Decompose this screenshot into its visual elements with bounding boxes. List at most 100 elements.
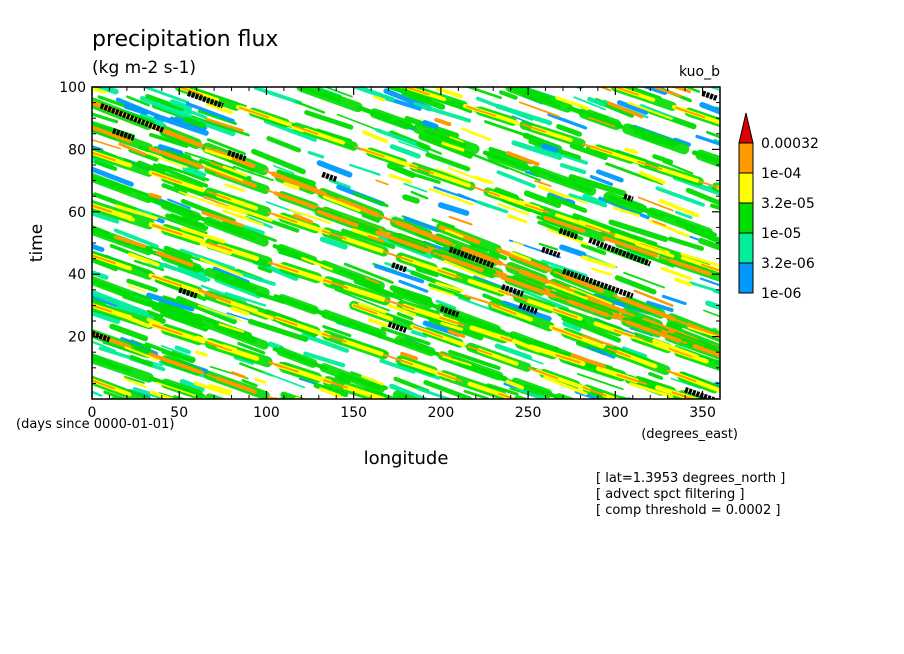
peak-marker	[92, 330, 111, 343]
precip-streak	[616, 100, 649, 115]
precip-fragment	[400, 351, 419, 361]
precip-fragment	[518, 101, 560, 118]
precip-fragment	[288, 208, 331, 225]
precip-streak	[170, 116, 207, 131]
precip-streak	[262, 371, 306, 389]
precip-fragment	[435, 281, 464, 293]
precip-streak	[487, 159, 541, 182]
precip-streak	[403, 182, 428, 193]
precip-streak	[655, 186, 705, 207]
precip-streak	[556, 124, 582, 137]
precip-fragment	[633, 289, 674, 307]
x-tick-label: 250	[515, 405, 542, 421]
precip-streak	[280, 391, 307, 399]
precip-streak	[235, 270, 276, 286]
precip-fragment	[498, 203, 530, 216]
precip-fragment	[510, 251, 532, 262]
precip-fragment	[111, 211, 135, 222]
precip-fragment	[534, 179, 552, 187]
x-axis-label: longitude	[364, 448, 449, 469]
precip-fragment	[546, 227, 589, 246]
precip-streak	[341, 228, 396, 250]
peak-marker	[227, 149, 247, 162]
x-axis-unit: (degrees_east)	[641, 427, 738, 442]
precip-fragment	[156, 381, 197, 397]
precip-fragment	[291, 126, 304, 133]
precip-streak	[623, 271, 665, 289]
precip-fragment	[301, 256, 333, 271]
precip-fragment	[435, 87, 464, 99]
precip-streak	[422, 120, 439, 130]
precip-fragment	[222, 165, 248, 177]
precip-streak	[707, 87, 720, 91]
precip-streak	[712, 290, 720, 295]
precip-streak	[251, 148, 306, 175]
precip-streak	[94, 159, 118, 171]
precip-streak	[412, 102, 472, 123]
legend-level-label: 0.00032	[761, 136, 819, 152]
precip-streak	[648, 372, 664, 380]
precip-streak	[247, 318, 309, 342]
precip-fragment	[234, 213, 250, 221]
precip-fragment	[197, 304, 243, 322]
precip-streak	[410, 329, 428, 338]
run-tag: kuo_b	[679, 64, 720, 80]
precip-fragment	[322, 195, 361, 212]
x-tick-label: 150	[340, 405, 367, 421]
peak-marker	[518, 302, 538, 315]
precip-streak	[198, 158, 252, 181]
precip-streak	[586, 345, 616, 359]
precip-streak	[482, 397, 491, 399]
precip-streak	[185, 101, 235, 123]
precip-streak	[596, 169, 624, 183]
precip-streak	[638, 404, 650, 409]
precip-streak	[146, 292, 195, 312]
precip-fragment	[401, 221, 415, 230]
precip-streak	[124, 375, 145, 384]
peak-marker	[501, 284, 524, 297]
precip-fragment	[505, 151, 540, 166]
x-tick-label: 100	[253, 405, 280, 421]
precip-streak	[501, 300, 552, 322]
precip-fragment	[205, 101, 233, 115]
precip-streak	[349, 163, 381, 176]
precip-streak	[322, 325, 352, 338]
precip-streak	[423, 380, 472, 399]
precip-fragment	[440, 321, 464, 331]
legend-swatch	[738, 172, 754, 204]
peak-marker	[623, 193, 634, 202]
peak-marker	[387, 321, 407, 333]
precip-streak	[103, 390, 129, 399]
precip-fragment	[230, 306, 250, 316]
precip-streak	[561, 315, 621, 343]
precip-fragment	[718, 88, 720, 92]
precip-streak	[428, 283, 471, 301]
precip-band-peak	[92, 151, 720, 367]
precip-streak	[92, 309, 121, 325]
precip-streak	[140, 113, 164, 124]
peak-marker	[448, 246, 495, 269]
x-tick-label: 300	[602, 405, 629, 421]
precip-streak	[401, 90, 446, 110]
precip-fragment	[205, 118, 244, 132]
precip-fragment	[208, 383, 233, 393]
precip-streak	[160, 344, 192, 358]
precip-fragment	[463, 294, 500, 308]
precip-streak	[182, 166, 206, 178]
precip-streak	[233, 355, 255, 365]
precip-fragment	[118, 142, 147, 156]
precip-streak	[146, 309, 164, 319]
precip-streak	[685, 187, 720, 207]
precip-streak	[703, 309, 720, 318]
precip-streak	[204, 119, 250, 137]
precip-streak	[521, 289, 561, 307]
precip-streak	[398, 279, 429, 293]
precip-fragment	[358, 302, 387, 314]
precip-fragment	[660, 266, 692, 281]
precip-streak	[92, 166, 134, 187]
precip-streak	[473, 414, 492, 421]
precip-fragment	[283, 181, 300, 190]
precip-streak	[605, 162, 654, 182]
precip-fragment	[127, 252, 160, 267]
